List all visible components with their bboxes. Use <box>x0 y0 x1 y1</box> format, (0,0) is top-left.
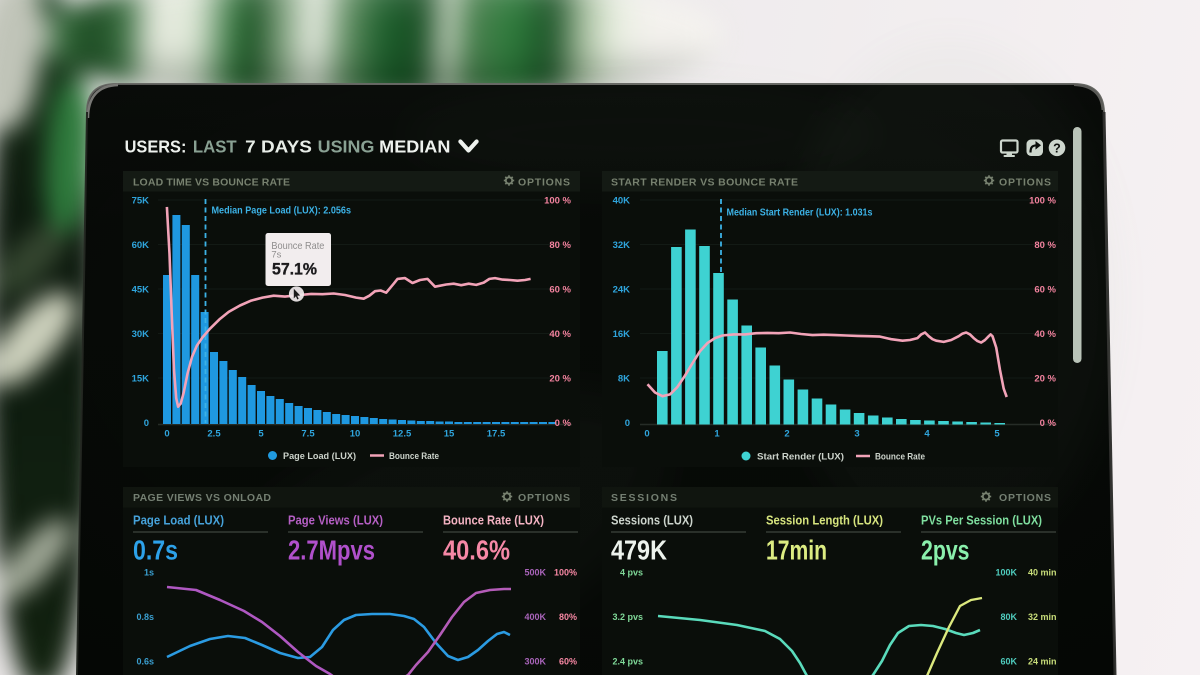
svg-text:60 %: 60 % <box>549 285 571 296</box>
svg-text:3.2 pvs: 3.2 pvs <box>612 612 643 622</box>
svg-text:40 min: 40 min <box>1028 568 1057 578</box>
svg-text:MEDIAN: MEDIAN <box>379 137 450 157</box>
svg-text:12.5: 12.5 <box>393 429 412 440</box>
svg-text:60K: 60K <box>132 240 150 251</box>
svg-text:80K: 80K <box>1000 612 1017 622</box>
svg-text:100K: 100K <box>995 568 1017 578</box>
svg-text:32 min: 32 min <box>1028 612 1057 622</box>
svg-text:2pvs: 2pvs <box>921 535 970 566</box>
svg-text:5: 5 <box>994 429 1000 440</box>
svg-text:60%: 60% <box>559 657 577 667</box>
svg-text:0: 0 <box>144 418 149 429</box>
svg-text:Page Load (LUX): Page Load (LUX) <box>133 514 224 528</box>
svg-text:Start Render (LUX): Start Render (LUX) <box>757 452 844 463</box>
svg-text:20 %: 20 % <box>1034 374 1056 385</box>
svg-text:60 %: 60 % <box>1034 285 1056 296</box>
svg-text:START RENDER VS BOUNCE RATE: START RENDER VS BOUNCE RATE <box>611 177 798 189</box>
svg-text:100 %: 100 % <box>1029 196 1056 207</box>
svg-text:Bounce Rate: Bounce Rate <box>875 452 925 463</box>
svg-text:400K: 400K <box>524 612 546 622</box>
svg-text:60K: 60K <box>1000 657 1017 667</box>
svg-text:2: 2 <box>784 429 789 440</box>
svg-text:Sessions (LUX): Sessions (LUX) <box>611 514 693 528</box>
svg-text:80%: 80% <box>559 612 577 622</box>
svg-text:PAGE VIEWS VS ONLOAD: PAGE VIEWS VS ONLOAD <box>133 492 271 504</box>
svg-text:Page Load (LUX): Page Load (LUX) <box>283 451 356 462</box>
svg-text:0.6s: 0.6s <box>136 657 154 667</box>
svg-text:SESSIONS: SESSIONS <box>611 492 677 504</box>
svg-text:100 %: 100 % <box>544 196 571 207</box>
svg-text:2.5: 2.5 <box>207 429 221 440</box>
svg-text:15K: 15K <box>132 374 150 385</box>
svg-text:Median Page Load (LUX): 2.056s: Median Page Load (LUX): 2.056s <box>212 206 352 217</box>
svg-text:Bounce Rate: Bounce Rate <box>271 241 324 252</box>
svg-text:Median Start Render (LUX): 1.0: Median Start Render (LUX): 1.031s <box>727 208 873 219</box>
svg-text:7.5: 7.5 <box>301 429 315 440</box>
svg-text:80 %: 80 % <box>1034 240 1056 251</box>
svg-text:0: 0 <box>644 429 649 440</box>
svg-text:75K: 75K <box>132 196 150 207</box>
svg-text:30K: 30K <box>132 329 150 340</box>
svg-text:OPTIONS: OPTIONS <box>518 492 570 504</box>
svg-text:0: 0 <box>164 429 169 440</box>
svg-text:Page Views (LUX): Page Views (LUX) <box>288 514 383 528</box>
svg-text:40.6%: 40.6% <box>443 535 510 566</box>
svg-text:Bounce Rate (LUX): Bounce Rate (LUX) <box>443 514 544 528</box>
svg-text:24K: 24K <box>613 285 631 296</box>
svg-text:2.7Mpvs: 2.7Mpvs <box>288 535 375 566</box>
svg-text:USERS:: USERS: <box>125 137 187 157</box>
svg-text:OPTIONS: OPTIONS <box>999 177 1051 189</box>
svg-text:0.7s: 0.7s <box>133 535 178 566</box>
svg-text:Session Length (LUX): Session Length (LUX) <box>766 514 883 528</box>
svg-text:5: 5 <box>258 429 264 440</box>
svg-text:USING: USING <box>318 137 375 157</box>
svg-text:24 min: 24 min <box>1028 657 1057 667</box>
svg-text:57.1%: 57.1% <box>272 260 317 279</box>
svg-text:7 DAYS: 7 DAYS <box>245 137 312 157</box>
svg-text:40K: 40K <box>613 196 631 207</box>
svg-text:OPTIONS: OPTIONS <box>999 492 1051 504</box>
svg-text:20 %: 20 % <box>549 374 571 385</box>
svg-text:40 %: 40 % <box>1034 329 1056 340</box>
svg-text:2.4 pvs: 2.4 pvs <box>612 657 643 667</box>
svg-text:0 %: 0 % <box>1040 418 1057 429</box>
svg-text:10: 10 <box>350 429 361 440</box>
svg-text:1: 1 <box>714 429 720 440</box>
svg-text:15: 15 <box>444 429 455 440</box>
svg-text:500K: 500K <box>524 568 546 578</box>
svg-text:1s: 1s <box>144 568 154 578</box>
svg-text:45K: 45K <box>132 285 150 296</box>
svg-text:479K: 479K <box>611 535 667 566</box>
svg-text:100%: 100% <box>554 568 577 578</box>
svg-text:32K: 32K <box>613 240 631 251</box>
svg-text:0: 0 <box>625 418 630 429</box>
svg-text:300K: 300K <box>524 657 546 667</box>
svg-text:LAST: LAST <box>193 137 237 157</box>
svg-text:0 %: 0 % <box>555 418 572 429</box>
svg-text:LOAD TIME VS BOUNCE RATE: LOAD TIME VS BOUNCE RATE <box>133 177 290 189</box>
svg-text:PVs Per Session (LUX): PVs Per Session (LUX) <box>921 514 1042 528</box>
svg-text:7s: 7s <box>271 250 281 261</box>
svg-text:Bounce Rate: Bounce Rate <box>389 451 439 462</box>
svg-text:3: 3 <box>854 429 859 440</box>
svg-text:4: 4 <box>924 429 930 440</box>
svg-text:80 %: 80 % <box>549 240 571 251</box>
svg-text:?: ? <box>1053 141 1061 155</box>
svg-text:8K: 8K <box>618 374 630 385</box>
svg-text:0.8s: 0.8s <box>136 612 154 622</box>
svg-text:16K: 16K <box>613 329 631 340</box>
svg-text:17min: 17min <box>766 535 827 566</box>
svg-text:4 pvs: 4 pvs <box>620 568 643 578</box>
svg-text:OPTIONS: OPTIONS <box>518 177 570 189</box>
svg-text:17.5: 17.5 <box>487 429 506 440</box>
svg-text:40 %: 40 % <box>549 329 571 340</box>
